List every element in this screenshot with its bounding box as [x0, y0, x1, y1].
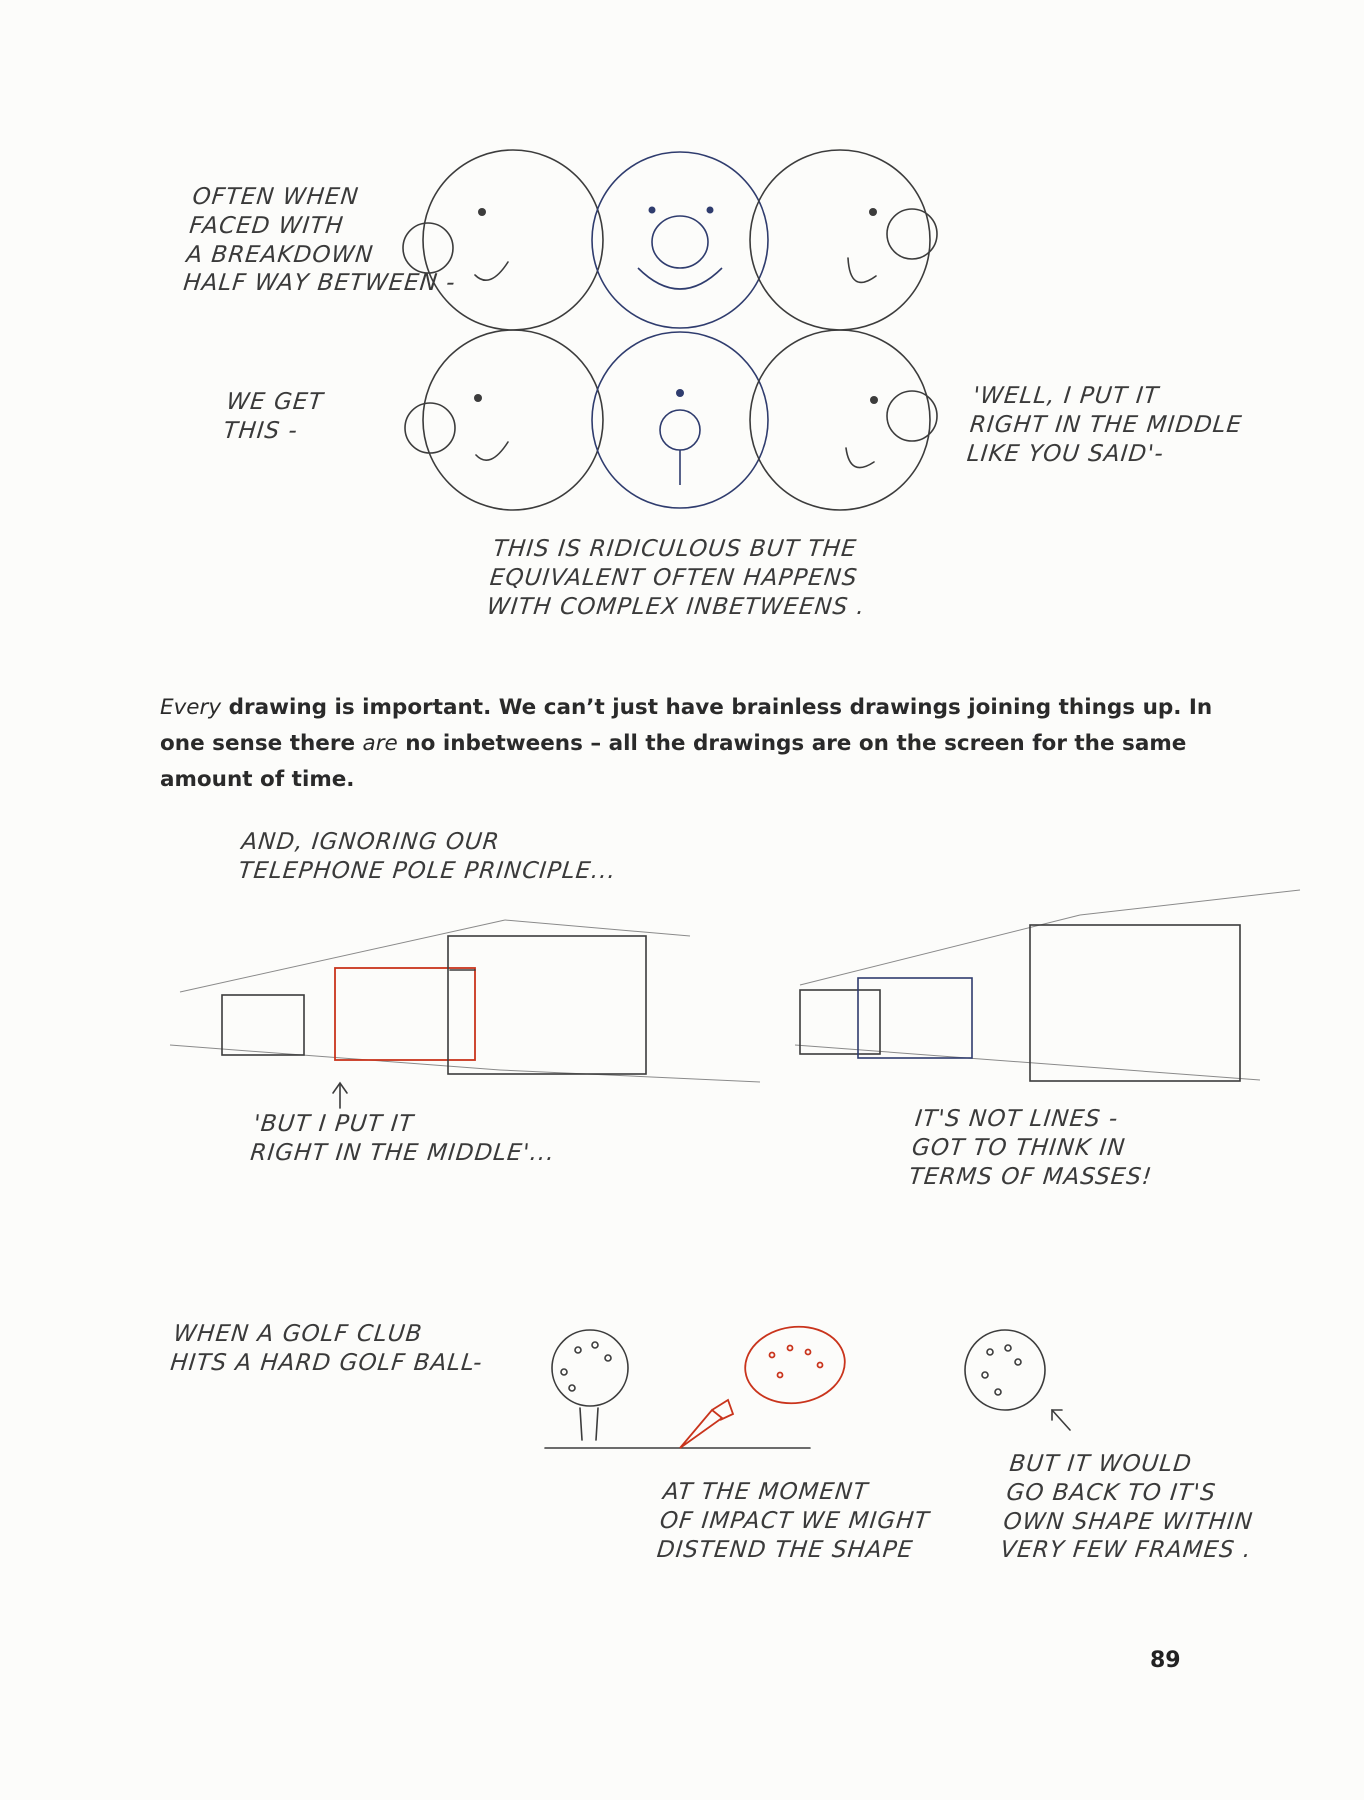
perspective-boxes-right-drawing — [794, 889, 1301, 1082]
body-text-part-2: no inbetweens – all the drawings are on … — [160, 731, 1187, 792]
restored-golf-ball-drawing — [964, 1329, 1071, 1431]
golf-ball-on-tee-drawing — [544, 1329, 811, 1449]
perspective-boxes-left-drawing — [169, 919, 761, 1083]
distended-golf-ball-drawing — [679, 1325, 846, 1449]
caption-not-lines: IT'S NOT LINES - GOT TO THINK IN TERMS O… — [907, 1106, 1154, 1190]
body-emphasis-every: Every — [160, 695, 222, 720]
body-emphasis-are: are — [362, 731, 398, 756]
body-paragraph: Every drawing is important. We can’t jus… — [160, 690, 1220, 798]
page-number: 89 — [1150, 1648, 1181, 1673]
breakdown-heads-drawing — [402, 149, 938, 331]
we-get-this-heads-drawing — [404, 329, 938, 511]
caption-own-shape: BUT IT WOULD GO BACK TO IT'S OWN SHAPE W… — [999, 1451, 1255, 1564]
caption-ridiculous: THIS IS RIDICULOUS BUT the EQUIVALENT OF… — [485, 536, 867, 620]
caption-well-middle: 'WELL, I PUT IT RIGHT IN the MIDDLE LIKE… — [965, 383, 1244, 467]
caption-golf: WHEN A GOLF CLUB HITS A HARD GOLF BALL- — [169, 1321, 484, 1376]
up-arrow — [332, 1081, 348, 1109]
caption-breakdown: OFTEN WHEN FACED WITH A BREAKDOWN HALF W… — [182, 184, 457, 297]
caption-put-middle: 'BUT I PUT IT RIGHT IN the MIDDLE'... — [249, 1111, 557, 1166]
body-text-part-1: drawing is important. We can’t just have… — [160, 695, 1213, 756]
caption-impact: AT the MOMENT OF IMPACT WE MIGHT DISTEND… — [655, 1479, 931, 1563]
caption-ignoring: AND, IGNORING OUR TELEPHONE POLE PRINCIP… — [237, 829, 618, 884]
caption-we-get-this: WE GET THIS - — [222, 389, 325, 444]
